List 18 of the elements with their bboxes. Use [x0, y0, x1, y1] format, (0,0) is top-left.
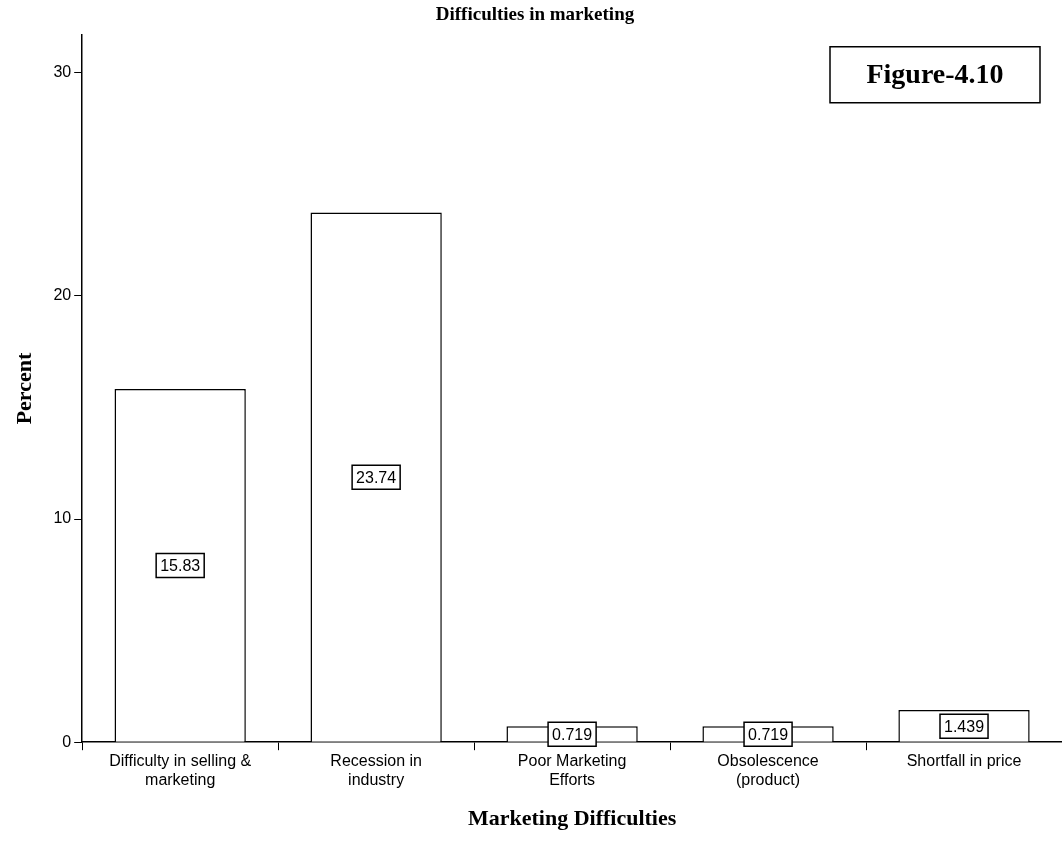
data-label: 1.439: [944, 717, 985, 735]
x-tick-label: Shortfall in price: [906, 752, 1022, 770]
x-tick-label: Poor Marketing Efforts: [517, 752, 627, 789]
annotation: Figure-4.10: [866, 58, 1004, 90]
data-label: 0.719: [748, 725, 789, 743]
y-axis-title: Percent: [10, 352, 36, 425]
data-label: 15.83: [160, 556, 201, 574]
x-axis-title: Marketing Difficulties: [467, 805, 677, 831]
x-tick-label: Recession in industry: [330, 752, 422, 789]
data-label: 23.74: [356, 468, 397, 486]
x-tick-label: Obsolescence (product): [717, 752, 819, 789]
y-tick-label: 30: [53, 63, 72, 81]
chart-title: Difficulties in marketing: [435, 3, 635, 25]
data-label: 0.719: [552, 725, 593, 743]
y-tick-label: 10: [53, 509, 72, 527]
y-tick-label: 20: [53, 286, 72, 304]
y-tick-label: 0: [62, 732, 72, 750]
x-tick-label: Difficulty in selling & marketing: [109, 752, 252, 789]
